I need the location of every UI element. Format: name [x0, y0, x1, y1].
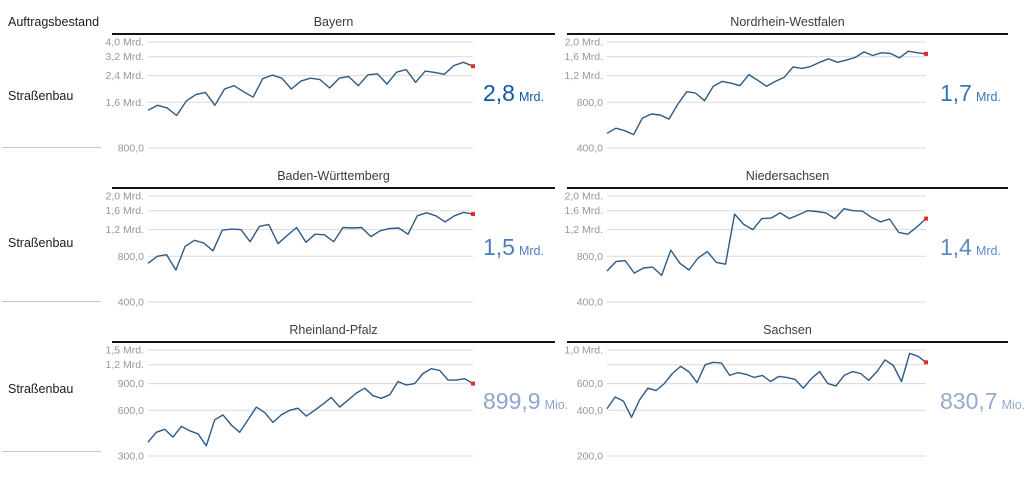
- svg-text:1,2 Mrd.: 1,2 Mrd.: [564, 224, 603, 236]
- row-label-strassenbau-2: Straßenbau: [8, 236, 74, 250]
- current-value-number: 1,5: [483, 234, 515, 260]
- sparkline-baden-wuerttemberg[interactable]: 2,0 Mrd. 1,6 Mrd. 1,2 Mrd. 800,0 400,0: [102, 162, 555, 314]
- row-separator: [2, 147, 101, 148]
- title-underline: [112, 341, 555, 343]
- title-underline: [567, 187, 1008, 189]
- chart-title: Bayern: [313, 15, 354, 29]
- current-value: 1,7 Mrd.: [940, 80, 1001, 106]
- sparkline-bayern[interactable]: 4,0 Mrd. 3,2 Mrd. 2,4 Mrd. 1,6 Mrd. 800,0: [102, 8, 555, 160]
- current-value-unit: Mrd.: [518, 90, 544, 104]
- chart-cell-rheinland-pfalz: Rheinland-Pfalz 1,5 Mrd. 1,2 Mrd. 900,0 600…: [105, 316, 568, 468]
- svg-text:4,0 Mrd.: 4,0 Mrd.: [105, 37, 144, 49]
- svg-text:400,0: 400,0: [577, 405, 603, 417]
- svg-text:400,0: 400,0: [577, 143, 603, 155]
- svg-text:1,2 Mrd.: 1,2 Mrd.: [564, 70, 603, 82]
- chart-title: Baden-Württemberg: [277, 169, 390, 183]
- chart-cell-sachsen: Sachsen 1,0 Mrd. 600,0 400,0 200,0 830,7 Mi…: [564, 316, 1025, 468]
- svg-text:1,2 Mrd.: 1,2 Mrd.: [105, 224, 144, 236]
- current-value: 1,5 Mrd.: [483, 234, 544, 260]
- svg-text:400,0: 400,0: [577, 297, 603, 309]
- current-value-number: 899,9: [483, 388, 541, 414]
- title-underline: [112, 33, 555, 35]
- row-header-label: Auftragsbestand: [8, 15, 100, 29]
- svg-text:2,4 Mrd.: 2,4 Mrd.: [105, 70, 144, 82]
- sparkline-niedersachsen[interactable]: 2,0 Mrd. 1,6 Mrd. 1,2 Mrd. 800,0 400,0: [557, 162, 1008, 314]
- title-underline: [567, 33, 1008, 35]
- row-label-strassenbau-3: Straßenbau: [8, 382, 74, 396]
- sparkline-nordrhein-westfalen[interactable]: 2,0 Mrd. 1,6 Mrd. 1,2 Mrd. 800,0 400,0: [557, 8, 1008, 160]
- svg-text:800,0: 800,0: [577, 97, 603, 109]
- sparkline-sachsen[interactable]: 1,0 Mrd. 600,0 400,0 200,0: [557, 316, 1008, 468]
- sparkline-rheinland-pfalz[interactable]: 1,5 Mrd. 1,2 Mrd. 900,0 600,0 300,0: [102, 316, 555, 468]
- current-value-number: 830,7: [940, 388, 998, 414]
- current-value: 899,9 Mio.: [483, 388, 568, 414]
- svg-text:1,2 Mrd.: 1,2 Mrd.: [105, 359, 144, 371]
- current-value-unit: Mrd.: [975, 244, 1001, 258]
- svg-text:800,0: 800,0: [118, 143, 144, 155]
- svg-text:300,0: 300,0: [118, 451, 144, 463]
- svg-text:2,0 Mrd.: 2,0 Mrd.: [564, 191, 603, 203]
- current-value-unit: Mrd.: [518, 244, 544, 258]
- chart-cell-baden-wuerttemberg: Baden-Württemberg 2,0 Mrd. 1,6 Mrd. 1,2 Mr…: [105, 162, 555, 314]
- svg-text:3,2 Mrd.: 3,2 Mrd.: [105, 51, 144, 63]
- svg-text:1,6 Mrd.: 1,6 Mrd.: [564, 51, 603, 63]
- chart-title: Nordrhein-Westfalen: [730, 15, 845, 29]
- current-value-number: 1,7: [940, 80, 972, 106]
- current-value-number: 2,8: [483, 80, 515, 106]
- current-value-number: 1,4: [940, 234, 972, 260]
- svg-text:200,0: 200,0: [577, 451, 603, 463]
- current-value: 1,4 Mrd.: [940, 234, 1001, 260]
- current-value-unit: Mio.: [544, 398, 569, 412]
- title-underline: [112, 187, 555, 189]
- chart-cell-nordrhein-westfalen: Nordrhein-Westfalen 2,0 Mrd. 1,6 Mrd. 1,2 …: [564, 8, 1008, 160]
- svg-text:600,0: 600,0: [577, 378, 603, 390]
- current-value-unit: Mrd.: [975, 90, 1001, 104]
- svg-text:900,0: 900,0: [118, 378, 144, 390]
- row-separator: [2, 301, 101, 302]
- title-underline: [567, 341, 1008, 343]
- chart-title: Sachsen: [763, 323, 812, 337]
- row-label-strassenbau-1: Straßenbau: [8, 89, 74, 103]
- chart-cell-bayern: Bayern 4,0 Mrd. 3,2 Mrd. 2,4 Mrd. 1,6 Mrd. 8…: [105, 8, 555, 160]
- chart-title: Niedersachsen: [745, 169, 830, 183]
- svg-text:400,0: 400,0: [118, 297, 144, 309]
- svg-text:1,5 Mrd.: 1,5 Mrd.: [105, 345, 144, 357]
- svg-text:800,0: 800,0: [577, 251, 603, 263]
- svg-text:800,0: 800,0: [118, 251, 144, 263]
- current-value-unit: Mio.: [1001, 398, 1026, 412]
- svg-text:1,6 Mrd.: 1,6 Mrd.: [105, 205, 144, 217]
- svg-text:600,0: 600,0: [118, 405, 144, 417]
- svg-text:2,0 Mrd.: 2,0 Mrd.: [564, 37, 603, 49]
- current-value: 830,7 Mio.: [940, 388, 1025, 414]
- current-value: 2,8 Mrd.: [483, 80, 544, 106]
- row-separator: [2, 451, 101, 452]
- svg-text:1,0 Mrd.: 1,0 Mrd.: [564, 345, 603, 357]
- svg-text:1,6 Mrd.: 1,6 Mrd.: [105, 97, 144, 109]
- chart-title: Rheinland-Pfalz: [289, 323, 378, 337]
- svg-text:2,0 Mrd.: 2,0 Mrd.: [105, 191, 144, 203]
- chart-cell-niedersachsen: Niedersachsen 2,0 Mrd. 1,6 Mrd. 1,2 Mrd. 80…: [564, 162, 1008, 314]
- svg-text:1,6 Mrd.: 1,6 Mrd.: [564, 205, 603, 217]
